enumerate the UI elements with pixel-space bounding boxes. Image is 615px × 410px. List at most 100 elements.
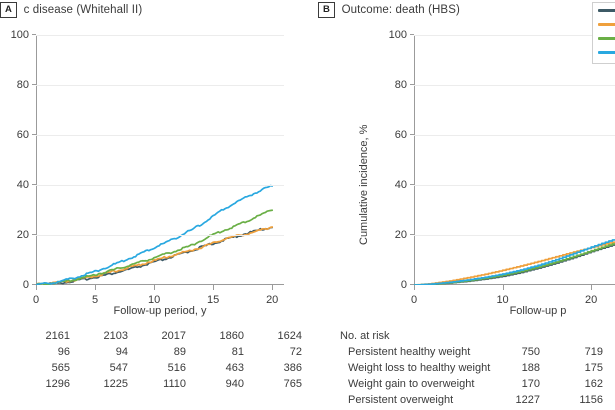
panel-a-at-risk-value: 2161	[45, 330, 70, 342]
panel-a-y-tick-mark	[32, 284, 36, 285]
panel-a-series-line	[36, 226, 274, 285]
panel-a-at-risk-value: 463	[225, 362, 244, 374]
legend-item	[598, 37, 615, 40]
panel-b-x-tick-mark	[591, 285, 593, 290]
panel-b-y-tick-mark	[410, 134, 414, 135]
panel-a-curves	[36, 35, 284, 285]
legend-color-swatch	[598, 37, 615, 40]
panel-b-y-tick-mark	[410, 34, 414, 35]
panel-b-header: B Outcome: death (HBS)	[318, 2, 460, 18]
panel-a-at-risk-value: 1860	[219, 330, 244, 342]
legend-color-swatch	[598, 51, 615, 54]
panel-b-y-axis	[414, 35, 415, 285]
panel-b-y-tick-mark	[410, 234, 414, 235]
panel-a-gridline	[36, 135, 284, 136]
panel-b-at-risk-row-label: Weight loss to healthy weight	[348, 362, 491, 374]
panel-a-gridline	[36, 85, 284, 86]
panel-a-at-risk-value: 1296	[45, 378, 70, 390]
legend-color-swatch	[598, 23, 615, 26]
panel-a-at-risk-value: 96	[57, 346, 70, 358]
panel-a-series-line	[36, 184, 274, 285]
panel-b-curves	[414, 35, 615, 285]
panel-b-y-tick-label: 0	[400, 279, 407, 291]
panel-b-y-tick-label: 80	[394, 79, 407, 91]
panel-a-title: c disease (Whitehall II)	[23, 4, 143, 16]
panel-a-y-tick-mark	[32, 184, 36, 185]
panel-a-at-risk-value: 1225	[103, 378, 128, 390]
panel-b-y-tick-label: 20	[394, 229, 407, 241]
panel-a-x-tick-label: 10	[147, 294, 161, 306]
panel-a-y-tick-label: 0	[22, 279, 29, 291]
panel-a-x-tick-mark	[95, 285, 97, 290]
panel-a-plot-area: 0 20 40 60 80 100 0 5 10 15 20	[11, 29, 284, 306]
panel-b-at-risk-value: 175	[584, 362, 603, 374]
panel-a-x-tick-mark	[213, 285, 215, 290]
panel-b-x-axis	[414, 284, 615, 285]
table-row: Persistent healthy weight750719633	[318, 346, 615, 362]
series-legend	[592, 2, 615, 64]
panel-a-at-risk-value: 516	[167, 362, 186, 374]
panel-b: B Outcome: death (HBS) Cumulative incide…	[318, 0, 615, 410]
panel-b-x-tick-label: 0	[410, 294, 418, 306]
panel-a-gridline	[36, 235, 284, 236]
panel-a-at-risk-value: 386	[283, 362, 302, 374]
panel-b-x-axis-label: Follow-up p	[509, 305, 567, 317]
panel-b-at-risk-value: 170	[521, 378, 540, 390]
panel-b-at-risk-value: 1227	[515, 394, 540, 406]
panel-a: A c disease (Whitehall II) 0 20 40 60 80 100 0…	[0, 2, 310, 390]
panel-a-y-tick-mark	[32, 234, 36, 235]
panel-a-axes	[36, 35, 284, 285]
panel-a-x-tick-label: 15	[207, 294, 220, 306]
panel-b-at-risk-row-label: Persistent overweight	[348, 394, 454, 406]
panel-b-series-line	[414, 244, 615, 285]
table-row: Persistent overweight12271156995	[318, 394, 615, 410]
panel-b-gridline	[414, 135, 615, 136]
panel-a-at-risk-value: 940	[225, 378, 244, 390]
panel-b-y-tick-mark	[410, 84, 414, 85]
panel-a-x-axis-label: Follow-up period, y	[113, 305, 207, 317]
panel-b-y-tick-label: 60	[394, 129, 407, 141]
panel-a-x-tick-mark	[272, 285, 274, 290]
panel-b-gridline	[414, 35, 615, 36]
legend-item	[598, 51, 615, 54]
panel-a-x-tick-label: 5	[91, 294, 99, 306]
panel-a-y-tick-label: 60	[16, 129, 29, 141]
panel-a-at-risk-value: 1110	[163, 378, 186, 390]
panel-b-axes	[414, 35, 615, 285]
panel-a-x-tick-label: 20	[266, 294, 279, 306]
panel-a-at-risk-value: 81	[231, 346, 244, 358]
panel-b-at-risk-row-label: Persistent healthy weight	[348, 346, 471, 358]
panel-b-at-risk-value: 188	[521, 362, 540, 374]
table-row: ght9694898172	[0, 346, 310, 362]
panel-b-series-line	[414, 241, 615, 285]
panel-a-tag: A	[0, 2, 17, 18]
panel-a-at-risk-value: 547	[109, 362, 128, 374]
panel-a-y-tick-label: 100	[10, 29, 29, 41]
panel-b-tag: B	[318, 2, 335, 18]
panel-a-y-tick-mark	[32, 84, 36, 85]
panel-a-gridline	[36, 35, 284, 36]
panel-a-x-tick-mark	[36, 285, 37, 290]
panel-b-x-tick-label: 20	[585, 294, 598, 306]
legend-item	[598, 23, 615, 26]
panel-a-at-risk-value: 72	[289, 346, 302, 358]
panel-a-y-axis	[36, 35, 37, 285]
panel-a-x-tick-label: 0	[32, 294, 40, 306]
panel-a-y-tick-mark	[32, 34, 36, 35]
panel-a-x-axis	[36, 284, 284, 285]
panel-b-y-tick-label: 100	[388, 29, 407, 41]
legend-item	[598, 9, 615, 12]
panel-b-curve-canvas	[414, 239, 615, 285]
panel-b-gridline	[414, 235, 615, 236]
panel-a-y-tick-label: 40	[16, 179, 29, 191]
panel-a-at-risk-value: 94	[115, 346, 128, 358]
panel-a-gridline	[36, 185, 284, 186]
panel-b-series-line	[414, 243, 615, 285]
panel-b-y-tick-mark	[410, 284, 414, 285]
panel-a-at-risk-value: 1624	[277, 330, 302, 342]
panel-b-gridline	[414, 185, 615, 186]
panel-a-header: A c disease (Whitehall II)	[0, 2, 142, 18]
table-row: Weight loss to healthy weight188175159	[318, 362, 615, 378]
panel-b-x-tick-mark	[502, 285, 504, 290]
panel-a-at-risk-value: 89	[173, 346, 186, 358]
